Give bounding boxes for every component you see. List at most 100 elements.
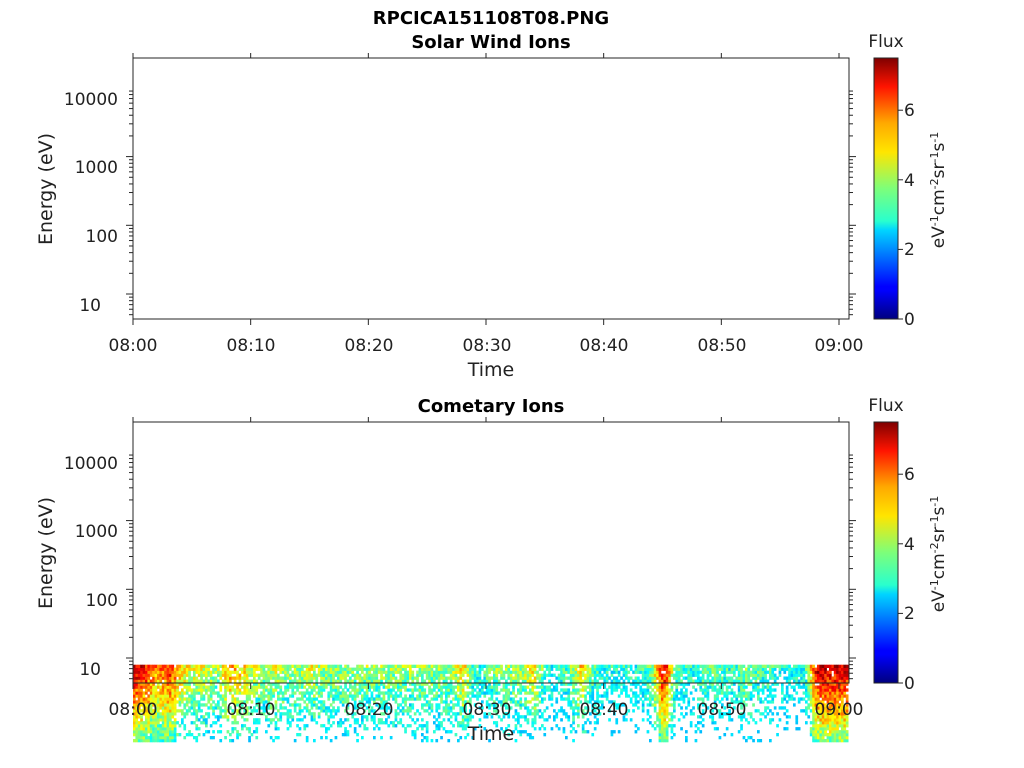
flux-cell xyxy=(785,709,789,713)
flux-cell xyxy=(541,715,544,719)
flux-cell xyxy=(543,670,547,674)
flux-cell xyxy=(661,700,664,704)
flux-cell xyxy=(843,730,847,734)
flux-cell xyxy=(269,706,273,710)
flux-cell xyxy=(694,730,698,734)
flux-cell xyxy=(761,682,765,686)
flux-cell xyxy=(277,736,280,740)
flux-cell xyxy=(435,664,439,668)
flux-cell xyxy=(567,688,571,692)
flux-cell xyxy=(361,676,364,680)
flux-cell xyxy=(740,712,743,716)
flux-cell xyxy=(807,667,811,671)
flux-cell xyxy=(560,676,563,680)
flux-cell xyxy=(637,706,640,710)
flux-cell xyxy=(236,670,239,674)
flux-cell xyxy=(157,667,160,671)
flux-cell xyxy=(493,670,496,674)
flux-cell xyxy=(421,682,424,686)
flux-cell xyxy=(183,691,187,695)
flux-cell xyxy=(233,691,237,695)
flux-cell xyxy=(541,679,544,683)
flux-cell xyxy=(313,664,316,668)
flux-cell xyxy=(382,706,386,710)
flux-cell xyxy=(502,694,506,698)
flux-cell xyxy=(229,673,232,677)
flux-cell xyxy=(457,682,460,686)
flux-cell xyxy=(152,736,155,740)
flux-cell xyxy=(265,685,268,689)
flux-cell xyxy=(425,703,429,707)
flux-cell xyxy=(361,679,364,683)
flux-cell xyxy=(173,691,177,695)
flux-cell xyxy=(800,664,803,668)
flux-cell xyxy=(545,685,549,689)
flux-cell xyxy=(351,667,355,671)
flux-cell xyxy=(238,676,242,680)
flux-cell xyxy=(329,682,333,686)
flux-cell xyxy=(255,685,259,689)
flux-cell xyxy=(265,709,268,713)
flux-cell xyxy=(361,736,364,740)
flux-cell xyxy=(313,685,316,689)
flux-cell xyxy=(322,724,326,728)
flux-cell xyxy=(147,667,151,671)
flux-cell xyxy=(217,703,220,707)
flux-cell xyxy=(826,727,830,731)
flux-cell xyxy=(841,685,844,689)
flux-cell xyxy=(824,727,827,731)
flux-cell xyxy=(454,664,458,668)
flux-cell xyxy=(267,691,271,695)
flux-cell xyxy=(574,667,578,671)
flux-cell xyxy=(529,688,532,692)
flux-cell xyxy=(673,700,676,704)
flux-cell xyxy=(435,718,439,722)
flux-cell xyxy=(701,703,705,707)
flux-cell xyxy=(430,691,434,695)
flux-cell xyxy=(634,679,638,683)
flux-cell xyxy=(445,688,448,692)
flux-cell xyxy=(536,676,539,680)
flux-cell xyxy=(596,712,599,716)
flux-cell xyxy=(581,670,585,674)
flux-cell xyxy=(272,688,275,692)
flux-cell xyxy=(473,688,477,692)
flux-cell xyxy=(646,709,650,713)
flux-cell xyxy=(469,667,472,671)
flux-cell xyxy=(812,724,815,728)
flux-cell xyxy=(507,724,511,728)
flux-cell xyxy=(793,667,796,671)
flux-cell xyxy=(752,664,755,668)
flux-cell xyxy=(658,664,662,668)
flux-cell xyxy=(145,667,148,671)
flux-cell xyxy=(135,685,139,689)
flux-cell xyxy=(682,664,686,668)
flux-cell xyxy=(761,685,765,689)
flux-cell xyxy=(713,727,717,731)
flux-cell xyxy=(464,706,467,710)
flux-cell xyxy=(248,694,251,698)
flux-cell xyxy=(435,727,439,731)
flux-cell xyxy=(173,706,177,710)
flux-cell xyxy=(373,715,376,719)
figure-title: RPCICA151108T08.PNG xyxy=(373,8,609,29)
flux-cell xyxy=(178,682,182,686)
flux-cell xyxy=(149,700,153,704)
flux-cell xyxy=(149,724,153,728)
flux-cell xyxy=(217,700,220,704)
flux-cell xyxy=(418,694,422,698)
flux-cell xyxy=(279,688,283,692)
flux-cell xyxy=(838,691,842,695)
flux-cell xyxy=(745,697,748,701)
flux-cell xyxy=(296,673,299,677)
flux-cell xyxy=(243,709,247,713)
flux-cell xyxy=(224,667,227,671)
flux-cell xyxy=(833,685,837,689)
flux-cell xyxy=(219,670,223,674)
flux-cell xyxy=(831,739,835,743)
flux-cell xyxy=(406,664,410,668)
flux-cell xyxy=(169,691,172,695)
flux-cell xyxy=(769,676,772,680)
flux-cell xyxy=(433,664,436,668)
